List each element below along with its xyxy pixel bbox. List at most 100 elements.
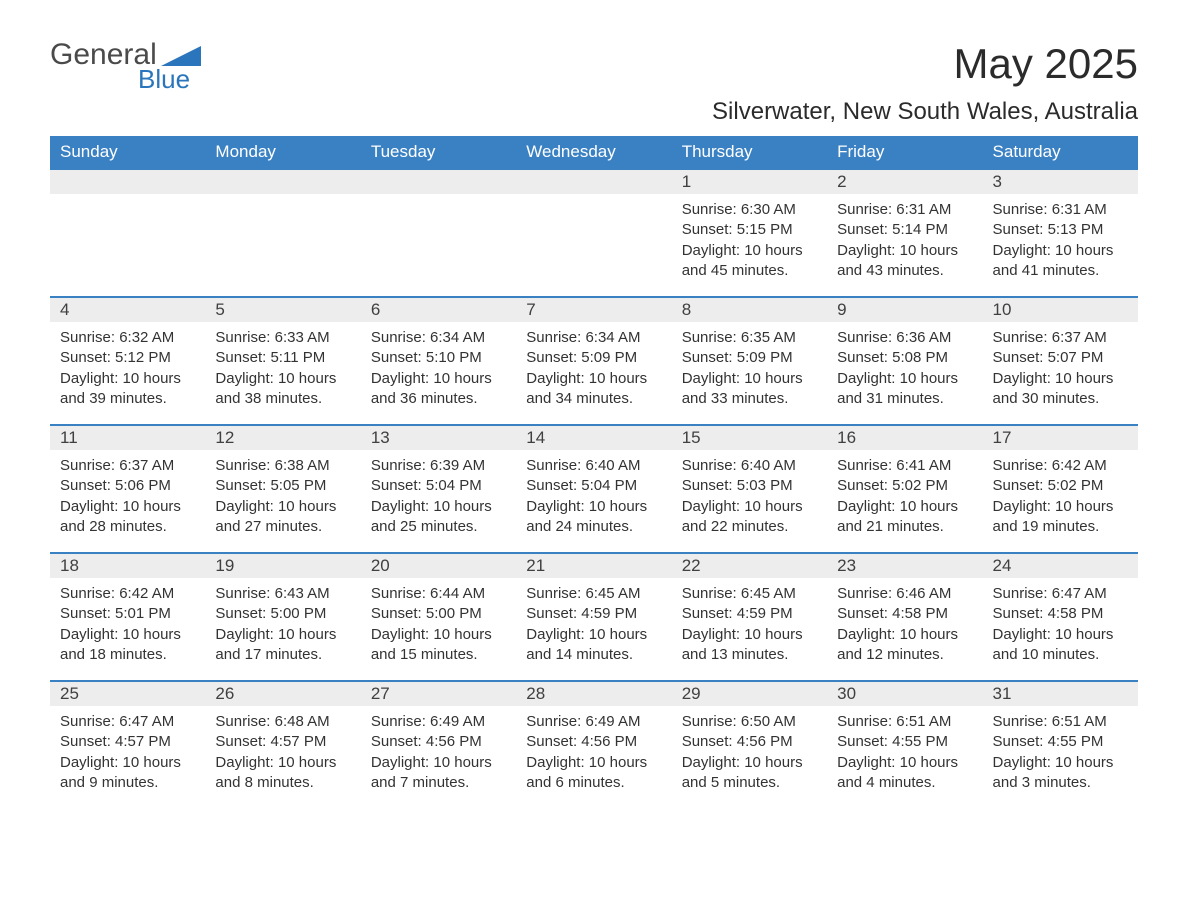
sunset-line: Sunset: 5:01 PM	[60, 604, 195, 624]
calendar-header-cell: Saturday	[983, 136, 1138, 169]
calendar-header-cell: Tuesday	[361, 136, 516, 169]
day-details: Sunrise: 6:35 AMSunset: 5:09 PMDaylight:…	[672, 322, 827, 419]
calendar-day-cell	[205, 169, 360, 297]
day-details: Sunrise: 6:50 AMSunset: 4:56 PMDaylight:…	[672, 706, 827, 803]
location-text: Silverwater, New South Wales, Australia	[50, 98, 1138, 126]
daylight-line: Daylight: 10 hours and 36 minutes.	[371, 369, 506, 410]
day-number: 4	[50, 298, 205, 322]
day-details: Sunrise: 6:33 AMSunset: 5:11 PMDaylight:…	[205, 322, 360, 419]
day-details: Sunrise: 6:48 AMSunset: 4:57 PMDaylight:…	[205, 706, 360, 803]
day-number: 31	[983, 682, 1138, 706]
sunrise-line: Sunrise: 6:32 AM	[60, 328, 195, 348]
sunset-line: Sunset: 5:05 PM	[215, 476, 350, 496]
calendar-body: 1Sunrise: 6:30 AMSunset: 5:15 PMDaylight…	[50, 169, 1138, 809]
calendar-day-cell: 28Sunrise: 6:49 AMSunset: 4:56 PMDayligh…	[516, 681, 671, 809]
daylight-line: Daylight: 10 hours and 13 minutes.	[682, 625, 817, 666]
daylight-line: Daylight: 10 hours and 33 minutes.	[682, 369, 817, 410]
sunset-line: Sunset: 5:13 PM	[993, 220, 1128, 240]
sunset-line: Sunset: 5:10 PM	[371, 348, 506, 368]
sunrise-line: Sunrise: 6:46 AM	[837, 584, 972, 604]
day-number: 5	[205, 298, 360, 322]
calendar-day-cell: 27Sunrise: 6:49 AMSunset: 4:56 PMDayligh…	[361, 681, 516, 809]
header-bar: General Blue May 2025	[50, 40, 1138, 92]
daylight-line: Daylight: 10 hours and 39 minutes.	[60, 369, 195, 410]
calendar-day-cell: 11Sunrise: 6:37 AMSunset: 5:06 PMDayligh…	[50, 425, 205, 553]
sunset-line: Sunset: 5:14 PM	[837, 220, 972, 240]
day-number: 8	[672, 298, 827, 322]
daylight-line: Daylight: 10 hours and 10 minutes.	[993, 625, 1128, 666]
day-details: Sunrise: 6:32 AMSunset: 5:12 PMDaylight:…	[50, 322, 205, 419]
daylight-line: Daylight: 10 hours and 9 minutes.	[60, 753, 195, 794]
calendar-day-cell: 23Sunrise: 6:46 AMSunset: 4:58 PMDayligh…	[827, 553, 982, 681]
sunset-line: Sunset: 5:03 PM	[682, 476, 817, 496]
sunrise-line: Sunrise: 6:37 AM	[993, 328, 1128, 348]
sunset-line: Sunset: 4:59 PM	[682, 604, 817, 624]
day-number: 12	[205, 426, 360, 450]
sunrise-line: Sunrise: 6:31 AM	[837, 200, 972, 220]
calendar-day-cell: 25Sunrise: 6:47 AMSunset: 4:57 PMDayligh…	[50, 681, 205, 809]
day-details: Sunrise: 6:31 AMSunset: 5:13 PMDaylight:…	[983, 194, 1138, 291]
calendar-table: SundayMondayTuesdayWednesdayThursdayFrid…	[50, 136, 1138, 809]
calendar-day-cell: 12Sunrise: 6:38 AMSunset: 5:05 PMDayligh…	[205, 425, 360, 553]
sunset-line: Sunset: 5:08 PM	[837, 348, 972, 368]
day-number	[205, 170, 360, 194]
day-number: 22	[672, 554, 827, 578]
day-number: 29	[672, 682, 827, 706]
sunrise-line: Sunrise: 6:30 AM	[682, 200, 817, 220]
calendar-day-cell: 22Sunrise: 6:45 AMSunset: 4:59 PMDayligh…	[672, 553, 827, 681]
sunset-line: Sunset: 5:02 PM	[837, 476, 972, 496]
day-number: 16	[827, 426, 982, 450]
calendar-header-cell: Wednesday	[516, 136, 671, 169]
day-details: Sunrise: 6:42 AMSunset: 5:01 PMDaylight:…	[50, 578, 205, 675]
sunset-line: Sunset: 5:09 PM	[526, 348, 661, 368]
sunrise-line: Sunrise: 6:38 AM	[215, 456, 350, 476]
calendar-header-row: SundayMondayTuesdayWednesdayThursdayFrid…	[50, 136, 1138, 169]
logo-text-blue: Blue	[138, 66, 201, 92]
calendar-day-cell: 8Sunrise: 6:35 AMSunset: 5:09 PMDaylight…	[672, 297, 827, 425]
day-details: Sunrise: 6:43 AMSunset: 5:00 PMDaylight:…	[205, 578, 360, 675]
sunrise-line: Sunrise: 6:44 AM	[371, 584, 506, 604]
sunrise-line: Sunrise: 6:39 AM	[371, 456, 506, 476]
calendar-day-cell: 7Sunrise: 6:34 AMSunset: 5:09 PMDaylight…	[516, 297, 671, 425]
daylight-line: Daylight: 10 hours and 18 minutes.	[60, 625, 195, 666]
sunset-line: Sunset: 4:57 PM	[215, 732, 350, 752]
day-number: 18	[50, 554, 205, 578]
daylight-line: Daylight: 10 hours and 5 minutes.	[682, 753, 817, 794]
day-details: Sunrise: 6:46 AMSunset: 4:58 PMDaylight:…	[827, 578, 982, 675]
calendar-week-row: 4Sunrise: 6:32 AMSunset: 5:12 PMDaylight…	[50, 297, 1138, 425]
daylight-line: Daylight: 10 hours and 12 minutes.	[837, 625, 972, 666]
calendar-day-cell: 3Sunrise: 6:31 AMSunset: 5:13 PMDaylight…	[983, 169, 1138, 297]
sunrise-line: Sunrise: 6:37 AM	[60, 456, 195, 476]
day-details: Sunrise: 6:34 AMSunset: 5:09 PMDaylight:…	[516, 322, 671, 419]
calendar-day-cell: 21Sunrise: 6:45 AMSunset: 4:59 PMDayligh…	[516, 553, 671, 681]
day-details: Sunrise: 6:42 AMSunset: 5:02 PMDaylight:…	[983, 450, 1138, 547]
calendar-header-cell: Thursday	[672, 136, 827, 169]
sunrise-line: Sunrise: 6:34 AM	[526, 328, 661, 348]
day-details: Sunrise: 6:34 AMSunset: 5:10 PMDaylight:…	[361, 322, 516, 419]
daylight-line: Daylight: 10 hours and 22 minutes.	[682, 497, 817, 538]
sunset-line: Sunset: 5:00 PM	[215, 604, 350, 624]
month-title: May 2025	[954, 40, 1138, 88]
calendar-day-cell: 6Sunrise: 6:34 AMSunset: 5:10 PMDaylight…	[361, 297, 516, 425]
daylight-line: Daylight: 10 hours and 28 minutes.	[60, 497, 195, 538]
day-details: Sunrise: 6:45 AMSunset: 4:59 PMDaylight:…	[672, 578, 827, 675]
daylight-line: Daylight: 10 hours and 30 minutes.	[993, 369, 1128, 410]
day-number: 17	[983, 426, 1138, 450]
sunset-line: Sunset: 4:56 PM	[526, 732, 661, 752]
sunset-line: Sunset: 4:55 PM	[993, 732, 1128, 752]
day-number: 3	[983, 170, 1138, 194]
day-number: 28	[516, 682, 671, 706]
day-details: Sunrise: 6:47 AMSunset: 4:58 PMDaylight:…	[983, 578, 1138, 675]
sunrise-line: Sunrise: 6:50 AM	[682, 712, 817, 732]
sunrise-line: Sunrise: 6:35 AM	[682, 328, 817, 348]
sunset-line: Sunset: 5:12 PM	[60, 348, 195, 368]
day-number: 23	[827, 554, 982, 578]
day-number: 11	[50, 426, 205, 450]
day-number: 6	[361, 298, 516, 322]
sunrise-line: Sunrise: 6:47 AM	[60, 712, 195, 732]
sunset-line: Sunset: 4:58 PM	[993, 604, 1128, 624]
calendar-day-cell: 26Sunrise: 6:48 AMSunset: 4:57 PMDayligh…	[205, 681, 360, 809]
day-number: 13	[361, 426, 516, 450]
daylight-line: Daylight: 10 hours and 17 minutes.	[215, 625, 350, 666]
day-number: 24	[983, 554, 1138, 578]
